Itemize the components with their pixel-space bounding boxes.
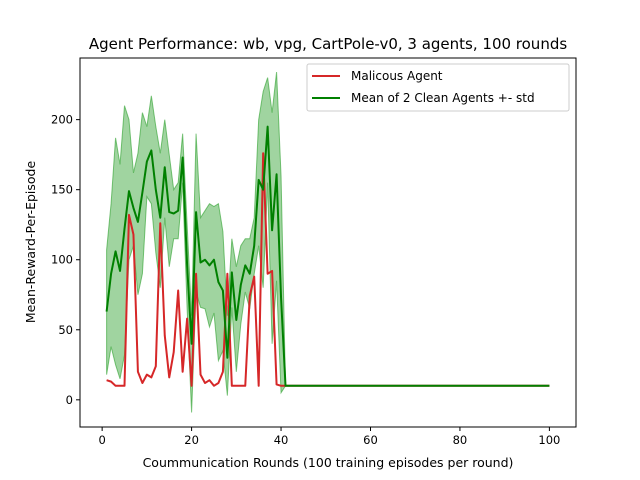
y-tick-label: 0 (66, 393, 73, 407)
legend-label-clean-mean: Mean of 2 Clean Agents +- std (351, 91, 535, 105)
x-tick-label: 20 (184, 433, 199, 447)
series-line-layer (105, 125, 550, 387)
plot-frame (79, 57, 577, 428)
legend-label-malicious: Malicous Agent (351, 69, 443, 83)
x-axis-ticks: 0 20 40 60 80 100 (98, 427, 560, 447)
x-tick-label: 0 (98, 433, 105, 447)
x-tick-label: 40 (274, 433, 289, 447)
chart-title: Agent Performance: wb, vpg, CartPole-v0,… (89, 35, 568, 53)
y-axis-label: Mean-Reward-Per-Episode (23, 161, 38, 324)
x-axis-label: Coummunication Rounds (100 training epis… (143, 455, 514, 470)
y-tick-label: 200 (51, 113, 73, 127)
x-tick-label: 80 (453, 433, 468, 447)
legend-box (306, 63, 570, 112)
y-tick-label: 150 (51, 183, 73, 197)
y-axis-ticks: 0 50 100 150 200 (51, 113, 80, 407)
y-tick-label: 100 (51, 253, 73, 267)
x-tick-label: 100 (538, 433, 560, 447)
x-tick-label: 60 (363, 433, 378, 447)
plot-area (79, 57, 577, 428)
y-tick-label: 50 (58, 323, 73, 337)
series-line-clean-mean (105, 125, 550, 387)
legend: Malicous Agent Mean of 2 Clean Agents +-… (306, 63, 570, 112)
